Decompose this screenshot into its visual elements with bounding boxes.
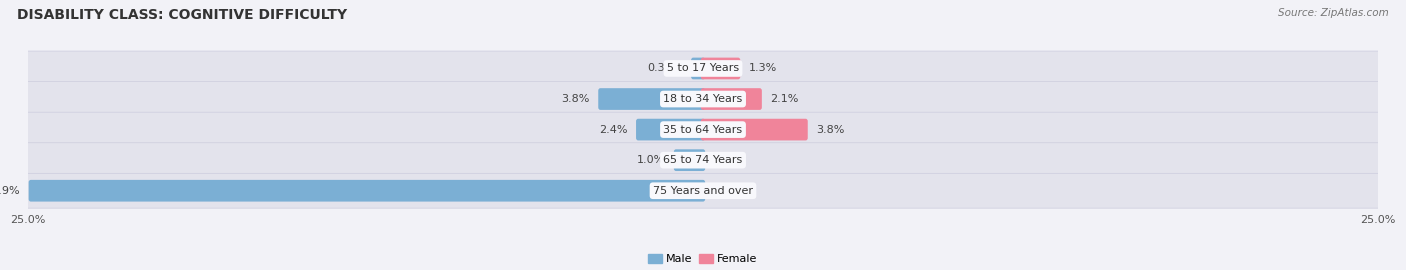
FancyBboxPatch shape bbox=[11, 51, 1395, 86]
FancyBboxPatch shape bbox=[673, 149, 706, 171]
Text: 1.0%: 1.0% bbox=[637, 155, 665, 165]
Text: 65 to 74 Years: 65 to 74 Years bbox=[664, 155, 742, 165]
FancyBboxPatch shape bbox=[599, 88, 706, 110]
Legend: Male, Female: Male, Female bbox=[647, 252, 759, 266]
Text: 0.0%: 0.0% bbox=[714, 186, 742, 196]
FancyBboxPatch shape bbox=[700, 119, 807, 140]
Text: DISABILITY CLASS: COGNITIVE DIFFICULTY: DISABILITY CLASS: COGNITIVE DIFFICULTY bbox=[17, 8, 347, 22]
Text: 24.9%: 24.9% bbox=[0, 186, 20, 196]
FancyBboxPatch shape bbox=[28, 180, 706, 202]
Text: 18 to 34 Years: 18 to 34 Years bbox=[664, 94, 742, 104]
FancyBboxPatch shape bbox=[700, 58, 740, 79]
Text: Source: ZipAtlas.com: Source: ZipAtlas.com bbox=[1278, 8, 1389, 18]
Text: 0.0%: 0.0% bbox=[714, 155, 742, 165]
Text: 75 Years and over: 75 Years and over bbox=[652, 186, 754, 196]
FancyBboxPatch shape bbox=[11, 82, 1395, 116]
Text: 3.8%: 3.8% bbox=[561, 94, 589, 104]
Text: 2.1%: 2.1% bbox=[770, 94, 799, 104]
FancyBboxPatch shape bbox=[692, 58, 706, 79]
FancyBboxPatch shape bbox=[11, 173, 1395, 208]
FancyBboxPatch shape bbox=[636, 119, 706, 140]
Text: 1.3%: 1.3% bbox=[749, 63, 778, 73]
FancyBboxPatch shape bbox=[11, 112, 1395, 147]
Text: 0.36%: 0.36% bbox=[647, 63, 682, 73]
Text: 5 to 17 Years: 5 to 17 Years bbox=[666, 63, 740, 73]
Text: 35 to 64 Years: 35 to 64 Years bbox=[664, 124, 742, 135]
FancyBboxPatch shape bbox=[11, 143, 1395, 178]
Text: 2.4%: 2.4% bbox=[599, 124, 627, 135]
Text: 3.8%: 3.8% bbox=[817, 124, 845, 135]
FancyBboxPatch shape bbox=[700, 88, 762, 110]
